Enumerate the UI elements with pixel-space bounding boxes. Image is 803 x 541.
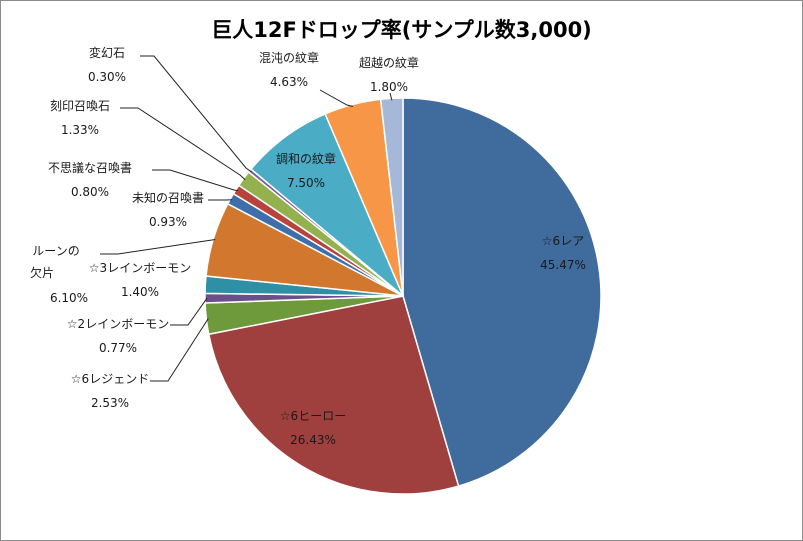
leader-line-10 — [140, 55, 252, 173]
pie-slice-1 — [402, 97, 602, 487]
slice-value-11: 7.50% — [287, 176, 325, 190]
leader-line-9 — [120, 107, 246, 181]
pie-slices — [204, 97, 602, 495]
slice-value-9: 1.33% — [61, 123, 99, 137]
slice-value-3: 2.53% — [91, 396, 129, 410]
slice-label-5: ☆3レインボーモン — [89, 261, 191, 275]
leader-line-8 — [152, 169, 238, 192]
slice-value-7: 0.93% — [149, 215, 187, 229]
slice-label-11: 調和の紋章 — [276, 151, 336, 166]
slice-label-13: 超越の紋章 — [359, 55, 419, 70]
slice-label-7: 未知の召喚書 — [132, 191, 204, 205]
leader-line-4 — [170, 297, 208, 326]
slice-label-3: ☆6レジェンド — [71, 372, 149, 386]
slice-value-10: 0.30% — [88, 70, 126, 84]
leader-lines — [100, 55, 393, 382]
slice-value-13: 1.80% — [370, 80, 408, 94]
slice-label-6-line1: ルーンの — [32, 244, 79, 258]
leader-line-12 — [319, 89, 354, 107]
slice-label-10: 変幻石 — [89, 45, 125, 60]
leader-line-13 — [389, 92, 393, 101]
pie-slice-2 — [207, 295, 460, 495]
slice-label-9: 刻印召喚石 — [50, 99, 110, 113]
chart-title: 巨人12Fドロップ率(サンプル数3,000) — [211, 18, 592, 42]
slice-value-2: 26.43% — [290, 433, 336, 447]
slice-label-1: ☆6レア — [542, 234, 584, 248]
leader-line-6 — [100, 239, 216, 255]
slice-value-12: 4.63% — [270, 75, 308, 89]
leader-line-3 — [150, 318, 209, 382]
slice-labels: ☆6レア 45.47% ☆6ヒーロー 26.43% ☆6レジェンド 2.53% ☆2レインボ… — [30, 45, 586, 447]
slice-value-8: 0.80% — [71, 185, 109, 199]
slice-value-4: 0.77% — [99, 341, 137, 355]
slice-value-6: 6.10% — [50, 291, 88, 305]
slice-label-4: ☆2レインボーモン — [67, 317, 169, 331]
slice-value-1: 45.47% — [540, 258, 586, 272]
slice-value-5: 1.40% — [121, 285, 159, 299]
slice-label-8: 不思議な召喚書 — [48, 161, 132, 175]
slice-label-12: 混沌の紋章 — [259, 50, 319, 65]
slice-label-2: ☆6ヒーロー — [280, 409, 346, 423]
slice-label-6-line2: 欠片 — [30, 265, 54, 280]
